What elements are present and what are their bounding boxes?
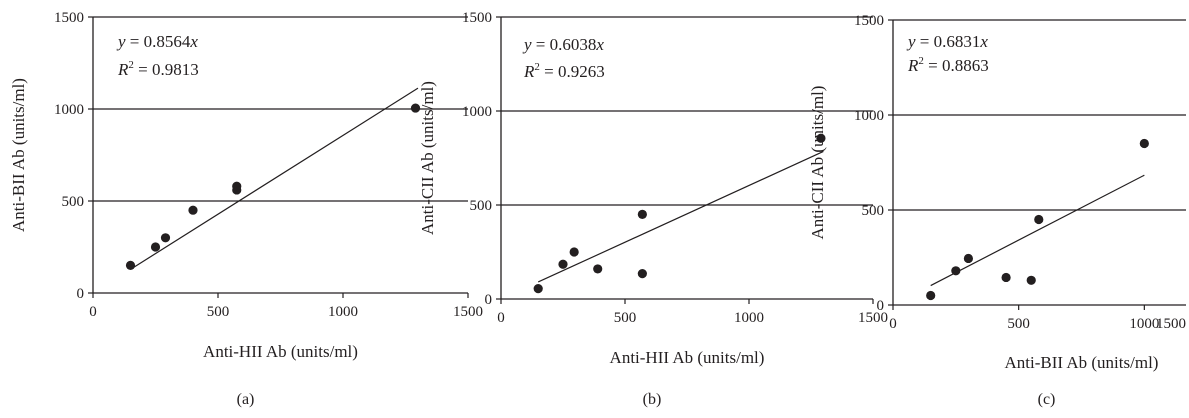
r-squared-sup: 2 — [128, 59, 134, 71]
r-squared: R2 = 0.9263 — [523, 61, 605, 81]
r-squared: R2 = 0.9813 — [117, 59, 199, 79]
regression-line — [537, 150, 824, 283]
y-tick-label: 1000 — [54, 102, 84, 118]
r-squared-label: R — [523, 62, 535, 81]
data-point — [963, 253, 974, 264]
regression-equation: y = 0.6038x — [522, 35, 604, 54]
x-tick-label: 0 — [497, 310, 505, 326]
y-tick-label: 0 — [77, 286, 85, 302]
x-axis-title: Anti-HII Ab (units/ml) — [203, 342, 358, 361]
x-tick-label: 500 — [207, 304, 230, 320]
x-tick-label: 1000 — [1129, 316, 1159, 332]
y-tick-label: 1500 — [854, 13, 884, 29]
x-tick-label: 500 — [614, 310, 637, 326]
y-tick-label: 1500 — [462, 10, 492, 26]
data-point — [1139, 138, 1149, 149]
equation-lhs: y — [522, 35, 532, 54]
x-tick-label: 1500 — [1156, 316, 1186, 332]
r-squared-label: R — [117, 60, 129, 79]
equation-rhs: = 0.6831 — [916, 32, 981, 51]
data-point — [232, 181, 242, 191]
data-point — [1026, 275, 1036, 285]
data-point — [593, 264, 603, 274]
data-point — [558, 259, 568, 269]
data-point — [160, 233, 171, 243]
y-axis-title: Anti-BII Ab (units/ml) — [9, 78, 28, 232]
y-tick-label: 0 — [877, 298, 885, 314]
y-axis-title: Anti-CII Ab (units/ml) — [808, 86, 827, 240]
equation-rhs: = 0.6038 — [532, 35, 597, 54]
panel-label: (b) — [643, 391, 662, 408]
y-tick-label: 500 — [62, 194, 85, 210]
x-tick-label: 1000 — [734, 310, 764, 326]
panel-label: (a) — [237, 391, 255, 408]
x-tick-label: 1500 — [453, 304, 483, 320]
r-squared-sup: 2 — [918, 55, 924, 67]
y-tick-label: 1500 — [54, 10, 84, 26]
data-point — [816, 133, 826, 143]
y-tick-label: 0 — [485, 292, 493, 308]
data-point — [926, 290, 936, 301]
data-point — [637, 269, 647, 279]
panel-label: (c) — [1038, 391, 1056, 408]
data-point — [125, 260, 136, 270]
r-squared-sup: 2 — [534, 61, 540, 73]
data-point — [1034, 214, 1044, 225]
r-squared-value: = 0.9263 — [540, 62, 605, 81]
y-tick-label: 1000 — [462, 104, 492, 120]
equation-lhs: y — [116, 32, 126, 51]
data-point — [150, 242, 161, 252]
regression-equation: y = 0.6831x — [906, 32, 988, 51]
x-tick-label: 0 — [889, 316, 897, 332]
data-point — [1001, 272, 1011, 283]
x-axis-title: Anti-BII Ab (units/ml) — [1005, 353, 1159, 372]
equation-var: x — [979, 32, 988, 51]
data-point — [533, 284, 543, 294]
regression-equation: y = 0.8564x — [116, 32, 198, 51]
x-tick-label: 0 — [89, 304, 97, 320]
data-point — [637, 209, 647, 219]
chart-panel-a: 0 500 1000 1500 0 500 1000 1500 Anti-HII Ab (uni… — [9, 10, 483, 408]
equation-lhs: y — [906, 32, 916, 51]
x-tick-label: 1000 — [328, 304, 358, 320]
x-tick-label: 1500 — [858, 310, 888, 326]
r-squared: R2 = 0.8863 — [907, 55, 989, 75]
y-tick-label: 1000 — [854, 108, 884, 124]
data-point — [951, 266, 961, 276]
r-squared-label: R — [907, 56, 919, 75]
r-squared-value: = 0.8863 — [924, 56, 989, 75]
regression-line — [130, 87, 419, 270]
r-squared-value: = 0.9813 — [134, 60, 199, 79]
y-tick-label: 500 — [470, 198, 493, 214]
data-point — [188, 205, 198, 215]
data-point — [569, 247, 579, 257]
x-axis-title: Anti-HII Ab (units/ml) — [610, 348, 765, 367]
y-tick-label: 500 — [862, 203, 885, 219]
equation-var: x — [595, 35, 604, 54]
equation-var: x — [189, 32, 198, 51]
regression-line — [930, 174, 1145, 287]
x-tick-label: 500 — [1007, 316, 1030, 332]
y-axis-title: Anti-CII Ab (units/ml) — [418, 81, 437, 235]
data-point — [410, 103, 421, 113]
equation-rhs: = 0.8564 — [126, 32, 191, 51]
